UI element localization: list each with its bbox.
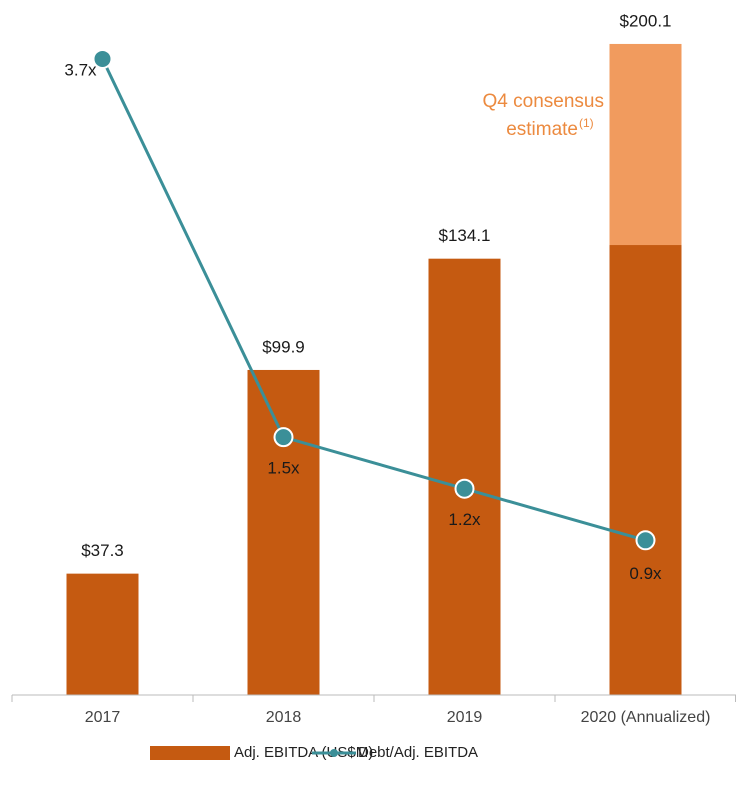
x-tick-label: 2018	[266, 709, 302, 726]
annotation-footnote: (1)	[579, 116, 594, 130]
annotation-line: estimate	[506, 119, 578, 140]
bar	[247, 369, 320, 695]
line-marker	[92, 48, 113, 69]
bar-total-label: $134.1	[439, 226, 491, 245]
line-value-label: 0.9x	[629, 564, 662, 583]
line-value-label: 1.5x	[267, 459, 300, 478]
bar-total-label: $99.9	[262, 337, 305, 356]
bar-total-label: $200.1	[620, 11, 672, 30]
legend-marker	[330, 749, 338, 757]
line-marker	[454, 478, 475, 499]
line-marker	[635, 530, 656, 551]
x-tick-label: 2020 (Annualized)	[581, 709, 711, 726]
line	[101, 58, 646, 542]
line-value-label: 1.2x	[448, 510, 481, 529]
annotation-line: Q4 consensus	[483, 91, 604, 112]
line-value-label: 3.7x	[64, 60, 97, 79]
bar	[428, 258, 501, 695]
legend-label: Debt/Adj. EBITDA	[358, 744, 478, 761]
bar	[66, 573, 139, 695]
legend-swatch	[150, 746, 230, 760]
bar	[609, 245, 682, 695]
bar	[609, 43, 682, 246]
line-marker	[273, 427, 294, 448]
legend-label: Adj. EBITDA (US$M)	[234, 744, 373, 761]
x-tick-label: 2017	[85, 709, 121, 726]
bar-total-label: $37.3	[81, 541, 124, 560]
x-tick-label: 2019	[447, 709, 483, 726]
